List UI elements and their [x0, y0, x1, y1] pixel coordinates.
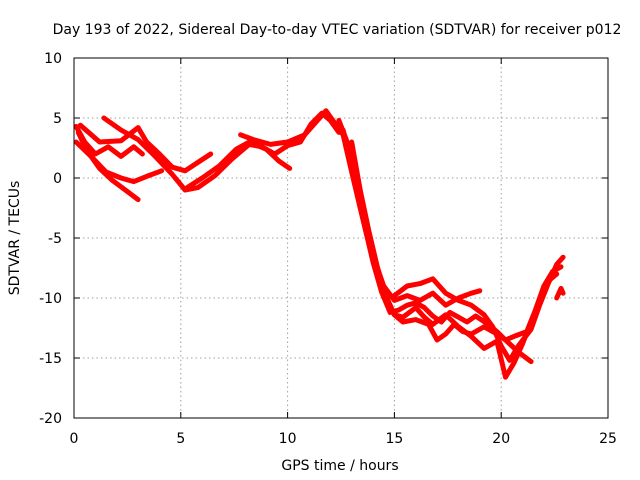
chart-title: Day 193 of 2022, Sidereal Day-to-day VTE… — [53, 22, 622, 38]
y-tick-label: -20 — [39, 411, 62, 427]
y-tick-label: 5 — [53, 111, 62, 127]
grid — [74, 58, 608, 418]
y-tick-label: -10 — [39, 291, 62, 307]
y-axis-label: SDTVAR / TECUs — [7, 181, 23, 296]
series-group — [73, 108, 566, 380]
x-axis-label: GPS time / hours — [281, 458, 398, 474]
series-line-track-6 — [184, 139, 293, 191]
series-line-track-12 — [554, 285, 566, 301]
y-tick-label: -15 — [39, 351, 62, 367]
x-tick-label: 15 — [385, 431, 403, 447]
y-tick-label: 0 — [53, 171, 62, 187]
x-tick-label: 25 — [599, 431, 617, 447]
y-tick-label: 10 — [44, 51, 62, 67]
series-line-track-11 — [349, 139, 560, 380]
x-tick-label: 10 — [279, 431, 297, 447]
axes-ticks: 0 5 10 15 20 25 -20 -15 -10 -5 0 5 10 — [39, 51, 617, 447]
y-tick-label: -5 — [48, 231, 62, 247]
x-tick-label: 0 — [70, 431, 79, 447]
series-line-track-4 — [77, 122, 214, 174]
series-line-track-8 — [340, 127, 564, 343]
series-line-track-3 — [73, 139, 165, 185]
x-tick-label: 5 — [176, 431, 185, 447]
x-tick-label: 20 — [492, 431, 510, 447]
